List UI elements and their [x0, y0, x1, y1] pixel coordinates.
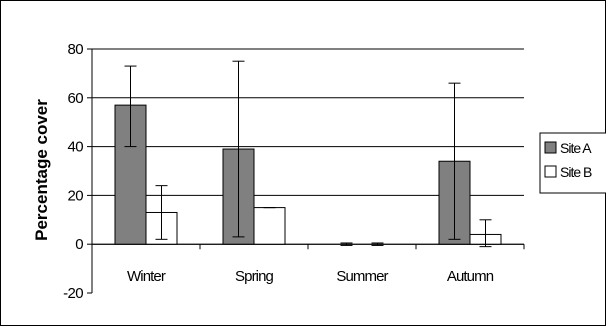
error-bars	[124, 60, 492, 248]
axis-labels: -20 0 20 40 60 80 Winter Spring Summer Autumn	[63, 41, 494, 302]
x-tick-label: Spring	[235, 268, 274, 285]
y-tick-label: -20	[63, 285, 83, 302]
y-tick-label: 60	[68, 90, 84, 107]
legend-swatch	[544, 165, 557, 178]
legend-label: Site A	[560, 140, 592, 156]
x-tick-label: Summer	[336, 268, 388, 285]
x-tick-label: Autumn	[447, 268, 494, 285]
y-tick-label: 40	[68, 139, 84, 156]
y-tick-label: 80	[68, 41, 84, 58]
y-axis-title: Percentage cover	[32, 99, 51, 241]
y-tick-label: 20	[68, 187, 84, 204]
x-tick-label: Winter	[127, 268, 166, 285]
legend-label: Site B	[560, 164, 592, 180]
bar-site-b	[253, 207, 286, 245]
legend-swatch	[544, 141, 557, 154]
legend: Site A Site B	[539, 132, 606, 194]
bars	[114, 104, 502, 245]
y-tick-label: 0	[75, 236, 83, 253]
